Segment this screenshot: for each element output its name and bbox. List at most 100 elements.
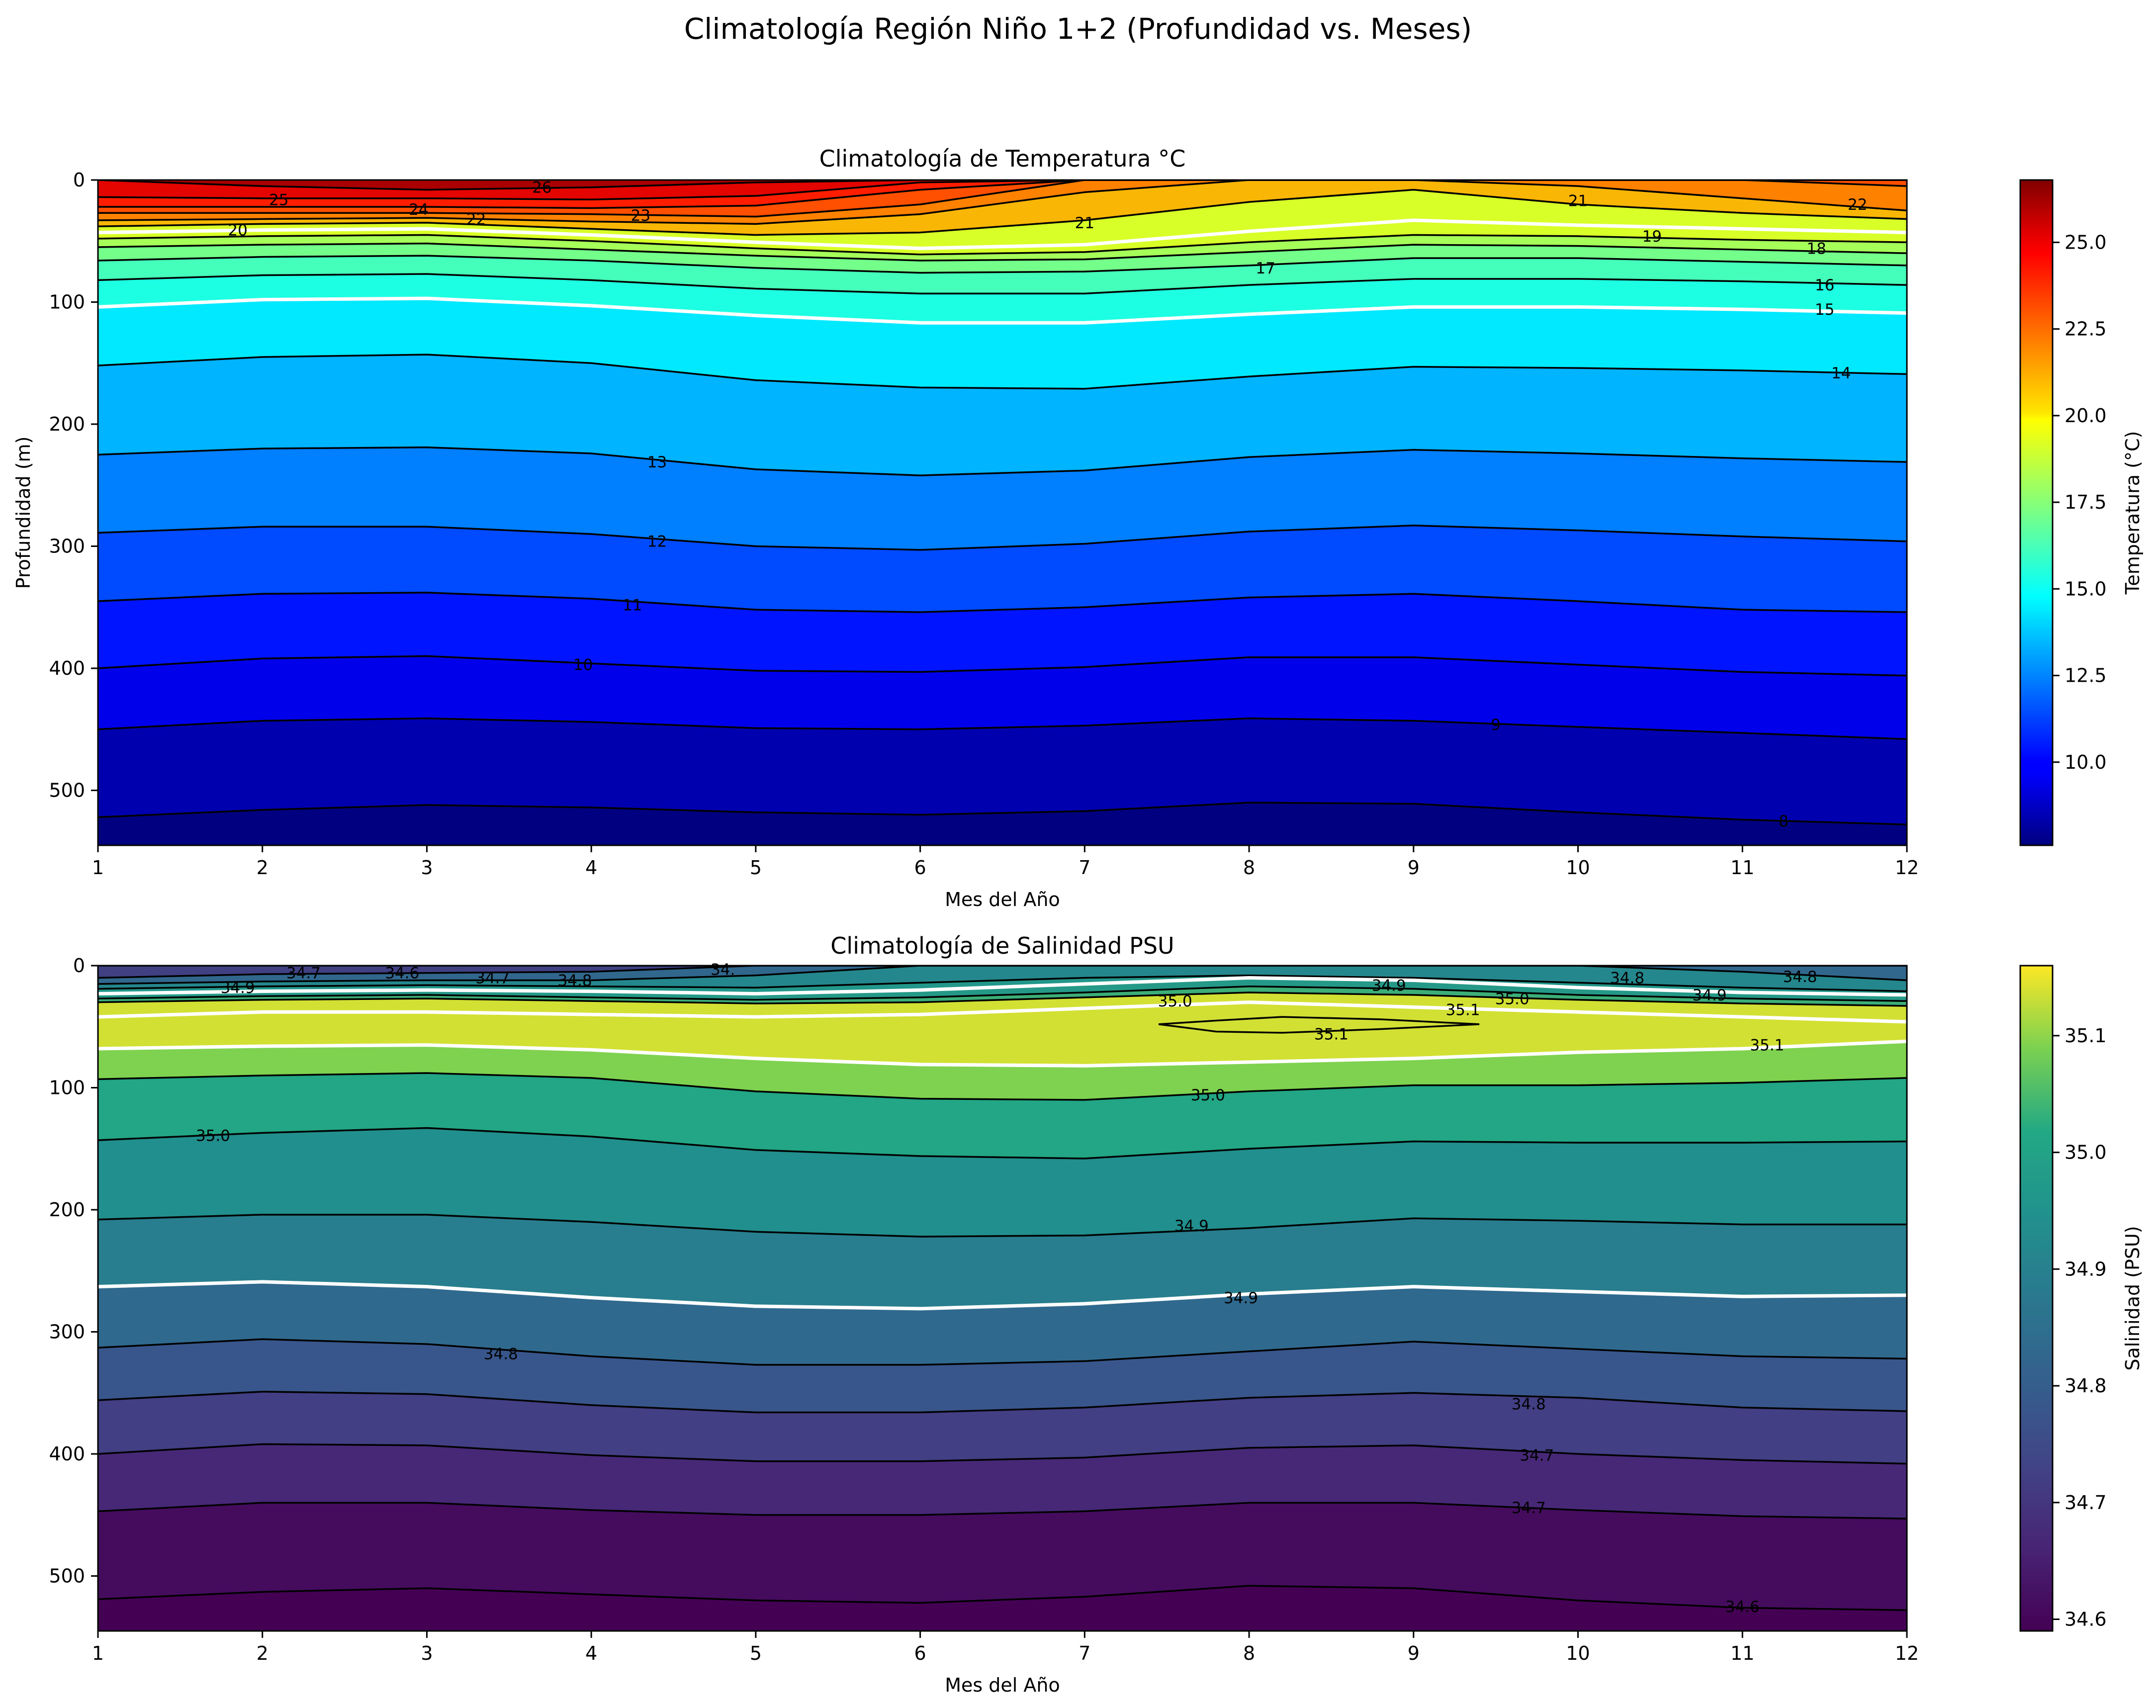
salinity-y-tick-label: 400: [49, 1443, 85, 1465]
salinity-contour-line: [98, 966, 1907, 979]
temperature-y-tick-label: 0: [73, 169, 85, 191]
salinity-colorbar-tick-label: 34.7: [2065, 1492, 2107, 1514]
temperature-colorbar-tick-label: 17.5: [2065, 491, 2107, 513]
salinity-x-tick-label: 8: [1243, 1642, 1255, 1664]
salinity-y-tick-label: 100: [49, 1077, 85, 1099]
temperature-contour-line: [98, 188, 1907, 236]
temperature-contour-label: 19: [1642, 228, 1662, 246]
salinity-contour-label: 34.9: [221, 979, 255, 997]
salinity-contour-label: 34.7: [1520, 1446, 1554, 1464]
temperature-y-tick-label: 100: [49, 291, 85, 313]
temperature-panel-title: Climatología de Temperatura °C: [819, 145, 1186, 172]
salinity-colorbar-tick-label: 35.1: [2065, 1025, 2107, 1047]
temperature-contour-line: [98, 802, 1907, 826]
salinity-x-tick-label: 6: [914, 1642, 926, 1664]
salinity-x-axis-label: Mes del Año: [945, 1674, 1060, 1696]
temperature-x-axis-label: Mes del Año: [945, 889, 1060, 910]
salinity-contour-label: 34.8: [1783, 968, 1817, 986]
temperature-x-tick-label: 12: [1895, 857, 1919, 879]
temperature-contour-line: [98, 525, 1907, 551]
temperature-contour-line: [98, 234, 1907, 256]
temperature-contour-label: 21: [1075, 214, 1094, 232]
salinity-contour-label: 34.6: [1725, 1598, 1760, 1616]
temperature-x-tick-label: 9: [1408, 857, 1420, 879]
temperature-contour-label: 12: [647, 533, 667, 551]
salinity-contour-line: [98, 976, 1907, 997]
salinity-x-tick-label: 12: [1895, 1642, 1919, 1664]
temperature-colorbar-tick-label: 22.5: [2065, 318, 2107, 340]
salinity-contour-line: [98, 1391, 1907, 1414]
salinity-field-band: [98, 966, 1907, 978]
temperature-contour-label: 10: [573, 656, 593, 674]
salinity-x-tick-label: 4: [585, 1642, 597, 1664]
salinity-colorbar-tick-label: 34.8: [2065, 1375, 2107, 1397]
salinity-contour-label: 35.1: [1750, 1037, 1784, 1055]
temperature-y-tick-label: 400: [49, 657, 85, 679]
temperature-contour-label: 22: [466, 211, 486, 229]
temperature-x-tick-label: 6: [914, 857, 926, 879]
temperature-colorbar-tick-label: 10.0: [2065, 751, 2107, 773]
temperature-x-tick-label: 8: [1243, 857, 1255, 879]
salinity-contour-label: 34.7: [1512, 1499, 1546, 1517]
salinity-x-tick-label: 9: [1408, 1642, 1420, 1664]
temperature-contour-line: [98, 180, 1907, 225]
temperature-contour-line: [98, 354, 1907, 390]
salinity-contour-line: [98, 1338, 1907, 1366]
salinity-contour-line: [98, 1280, 1907, 1311]
salinity-contour-line: [98, 974, 1907, 992]
salinity-contour-label: 34.8: [558, 972, 592, 989]
temperature-contour-line: [98, 218, 1907, 250]
temperature-contour-label: 24: [409, 201, 428, 219]
temperature-x-tick-label: 11: [1730, 857, 1754, 879]
salinity-plot-frame: [97, 965, 1908, 1632]
temperature-contour-line: [98, 273, 1907, 295]
temperature-contour-line: [98, 242, 1907, 262]
salinity-x-tick-label: 3: [421, 1642, 433, 1664]
temperature-contour-label: 8: [1779, 812, 1789, 830]
temperature-contour-line: [98, 180, 1907, 209]
temperature-contour-line: [98, 446, 1907, 476]
temperature-contour-label: 11: [623, 596, 642, 614]
temperature-x-tick-label: 2: [257, 857, 269, 879]
salinity-contour-line: [98, 1039, 1907, 1068]
salinity-contour-line: [98, 1443, 1907, 1465]
temperature-contour-line: [98, 255, 1907, 274]
temperature-contour-label: 23: [631, 207, 650, 225]
temperature-contour-label: 9: [1491, 716, 1501, 734]
salinity-x-tick-label: 10: [1566, 1642, 1590, 1664]
temperature-colorbar: 10.0 12.5 15.0 17.5 20.0 22.5 25.0: [2019, 179, 2107, 846]
salinity-contour-label: 34.9: [1693, 987, 1727, 1004]
salinity-panel-title: Climatología de Salinidad PSU: [830, 932, 1174, 959]
salinity-contour-line: [98, 1585, 1907, 1612]
salinity-x-tick-label: 11: [1730, 1642, 1754, 1664]
temperature-contour-line: [98, 180, 1907, 218]
temperature-x-tick-label: 10: [1566, 857, 1590, 879]
salinity-y-tick-label: 300: [49, 1321, 85, 1343]
temperature-x-tick-label: 4: [585, 857, 597, 879]
temperature-colorbar-tick-label: 20.0: [2065, 405, 2107, 427]
temperature-contour-line: [98, 655, 1907, 677]
temperature-plot-frame: [97, 179, 1908, 846]
salinity-y-tick-label: 0: [73, 955, 85, 977]
temperature-y-axis-label: Profundidad (m): [12, 437, 34, 589]
salinity-x-tick-label: 5: [750, 1642, 762, 1664]
salinity-panel: Climatología de Salinidad PSU Mes del Añ…: [49, 932, 2144, 1696]
temperature-contour-label: 26: [532, 179, 551, 197]
salinity-contour-line: [98, 966, 1907, 985]
temperature-colorbar-tick-label: 25.0: [2065, 231, 2107, 253]
salinity-y-tick-label: 200: [49, 1199, 85, 1221]
salinity-contour-label: 34.7: [286, 965, 321, 983]
temperature-contour-label: 13: [647, 453, 667, 471]
temperature-colorbar-gradient: [2019, 179, 2054, 846]
temperature-contour-label: 21: [1568, 192, 1588, 210]
temperature-contour-line: [98, 296, 1907, 325]
salinity-x-tick-label: 1: [92, 1642, 104, 1664]
temperature-contour-label: 17: [1256, 260, 1275, 277]
salinity-contour-label: 34.9: [1174, 1217, 1209, 1235]
salinity-colorbar-label: Salinidad (PSU): [2122, 1226, 2144, 1370]
temperature-contour-label: 14: [1831, 364, 1851, 382]
salinity-contour-label: 35.0: [1495, 990, 1529, 1008]
temperature-x-tick-label: 1: [92, 857, 104, 879]
salinity-contour-line: [98, 1127, 1907, 1160]
salinity-contour-label: 34.8: [484, 1346, 518, 1363]
